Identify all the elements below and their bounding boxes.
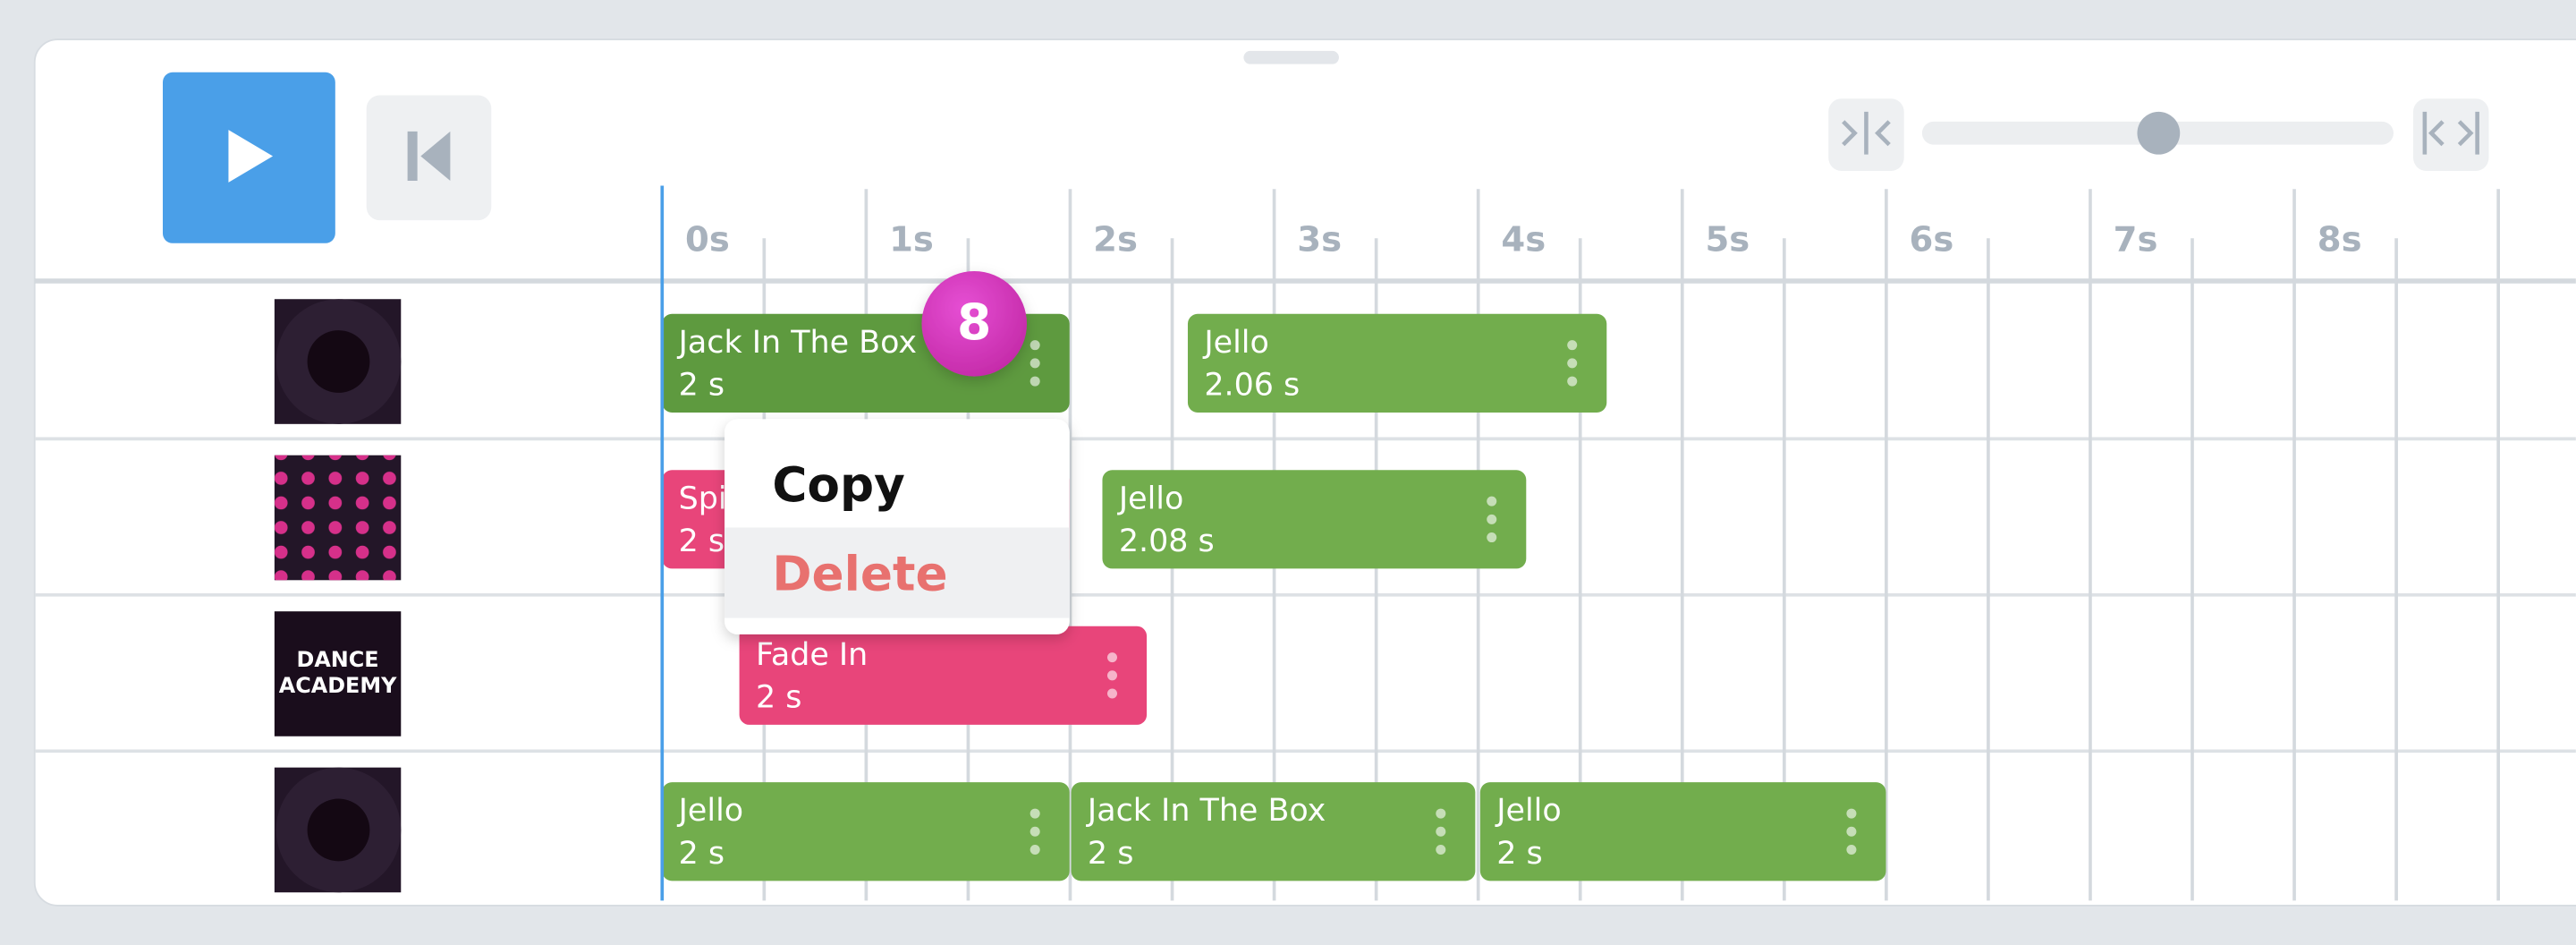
clip-menu-dot[interactable]	[1106, 688, 1118, 699]
zoom-out-button[interactable]	[2413, 98, 2489, 171]
clip-name: Spi	[679, 481, 727, 516]
clip-duration: 2 s	[679, 368, 724, 404]
tick-label: 8s	[2318, 219, 2362, 260]
clip-menu-dot[interactable]	[1106, 670, 1118, 681]
clip-menu-dot[interactable]	[1846, 808, 1857, 819]
clip-name: Jack In The Box	[1086, 793, 1326, 829]
tick-label: 2s	[1093, 219, 1138, 260]
clip-menu-dot[interactable]	[1846, 844, 1857, 855]
clip-name: Jello	[1117, 481, 1183, 516]
clip-menu-dot[interactable]	[1030, 340, 1040, 351]
menu-item-copy[interactable]: Copy	[772, 457, 905, 513]
clip-duration: 2.08 s	[1119, 524, 1215, 559]
clip-menu-dot[interactable]	[1487, 532, 1497, 543]
clip-duration: 2 s	[679, 524, 724, 559]
clip-duration: 2.06 s	[1204, 368, 1300, 404]
clip-menu-dot[interactable]	[1436, 826, 1446, 837]
clip-duration: 2 s	[1496, 836, 1542, 872]
clip-duration: 2 s	[1088, 836, 1133, 872]
clip-menu-dot[interactable]	[1106, 652, 1118, 663]
clip[interactable]	[1102, 470, 1527, 569]
thumbnail-center	[307, 330, 370, 393]
clip-menu-dot[interactable]	[1567, 358, 1578, 369]
menu-item-delete[interactable]: Delete	[772, 546, 947, 601]
rewind-icon	[407, 131, 451, 182]
clip-name: Fade In	[756, 637, 868, 673]
clip[interactable]	[1479, 782, 1886, 881]
clip-name: Jello	[677, 793, 743, 829]
clip[interactable]	[1187, 313, 1607, 413]
clip-menu-dot[interactable]	[1567, 376, 1578, 387]
badge	[921, 271, 1027, 377]
clip[interactable]	[662, 782, 1070, 881]
clip[interactable]	[1071, 782, 1476, 881]
thumbnail-dots	[274, 455, 402, 581]
clip-duration: 2 s	[756, 680, 801, 716]
tick-label: 6s	[1910, 219, 1954, 260]
zoom-slider-knob[interactable]	[2137, 111, 2181, 155]
clip-menu-dot[interactable]	[1487, 496, 1497, 507]
clip-menu-dot[interactable]	[1487, 514, 1497, 524]
clip-name: Jack In The Box	[677, 325, 917, 361]
zoom-in-icon	[1842, 111, 1891, 155]
clip-menu-dot[interactable]	[1846, 826, 1857, 837]
thumbnail-center	[307, 798, 370, 862]
drag-handle[interactable]	[1243, 50, 1339, 64]
play-icon	[228, 130, 274, 183]
clip-menu-dot[interactable]	[1030, 826, 1040, 837]
tick-label: 4s	[1501, 219, 1546, 260]
clip-name: Jello	[1495, 793, 1561, 829]
clip-menu-dot[interactable]	[1030, 808, 1040, 819]
thumbnail-text: ACADEMY	[279, 673, 397, 698]
clip-duration: 2 s	[679, 836, 724, 872]
track-thumbnail	[274, 611, 402, 736]
clip-name: Jello	[1202, 325, 1268, 361]
thumbnail-text: DANCE	[297, 647, 379, 672]
badge-label: 8	[957, 294, 991, 351]
tick-label: 0s	[685, 219, 730, 260]
clip[interactable]	[739, 626, 1148, 725]
tick-label: 7s	[2114, 219, 2158, 260]
tick-label: 1s	[889, 219, 934, 260]
zoom-out-icon	[2422, 111, 2479, 155]
tick-label: 3s	[1297, 219, 1342, 260]
tick-label: 5s	[1705, 219, 1750, 260]
menu-highlight	[724, 527, 1070, 618]
clip-menu-dot[interactable]	[1030, 844, 1040, 855]
clip-menu-dot[interactable]	[1436, 808, 1446, 819]
clip-menu-dot[interactable]	[1567, 340, 1578, 351]
clip-menu-dot[interactable]	[1436, 844, 1446, 855]
clip-menu-dot[interactable]	[1030, 358, 1040, 369]
clip-menu-dot[interactable]	[1030, 376, 1040, 387]
